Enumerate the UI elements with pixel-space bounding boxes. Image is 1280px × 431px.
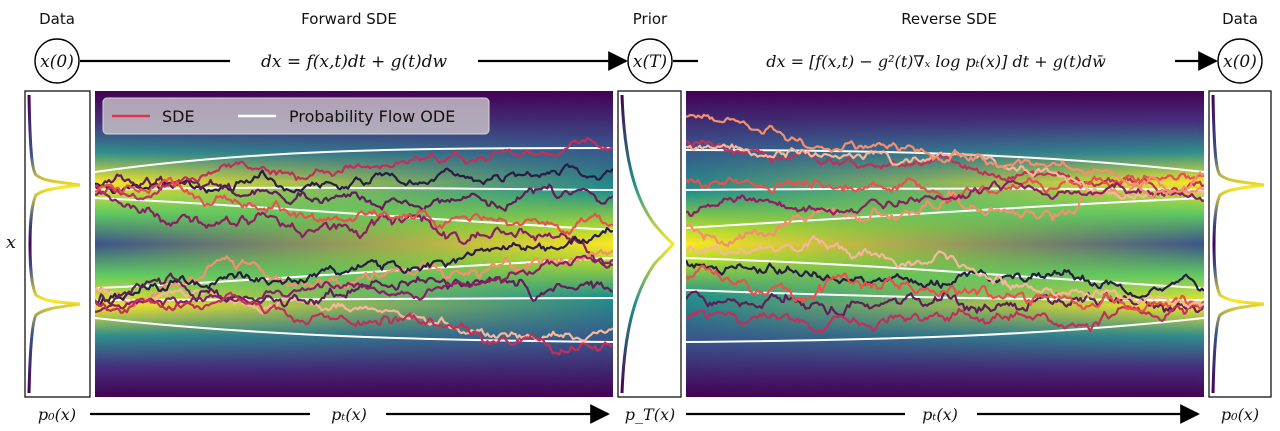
axis-x-label: x [6, 232, 16, 253]
sde-sample-path [95, 176, 613, 236]
node-x0-left-label: x(0) [40, 52, 74, 72]
bottom-p0-right: p₀(x) [1221, 405, 1259, 424]
reverse-sde-paths [686, 113, 1204, 335]
data-density-curve-left [27, 94, 81, 394]
sde-sample-path [95, 254, 613, 313]
legend-box [102, 97, 490, 135]
reverse-sde-equation: dx = [f(x,t) − g²(t)∇ₓ log pₜ(x)] dt + g… [766, 52, 1106, 71]
sde-sample-path [686, 179, 1204, 217]
node-xT-label: x(T) [633, 52, 667, 72]
sde-sample-path [95, 248, 613, 308]
legend-ode-label: Probability Flow ODE [289, 107, 455, 126]
sde-sample-path [686, 143, 1204, 201]
header-data-right: Data [1222, 10, 1258, 28]
legend: SDE Probability Flow ODE [102, 97, 490, 135]
header-reverse-sde: Reverse SDE [901, 10, 997, 28]
header-forward-sde: Forward SDE [301, 10, 397, 28]
sde-sample-path [686, 259, 1204, 299]
sde-sample-path [95, 287, 613, 342]
bottom-pt-right: pₜ(x) [922, 405, 958, 424]
reverse-sde-heatmap [686, 91, 1204, 397]
forward-sde-paths [95, 137, 613, 356]
data-density-panel-left [24, 90, 91, 398]
legend-sde-label: SDE [162, 107, 195, 126]
node-xT: x(T) [627, 38, 673, 84]
bottom-pT: p_T(x) [625, 405, 675, 424]
data-density-panel-right [1208, 90, 1272, 398]
node-x0-left: x(0) [34, 38, 80, 84]
sde-sample-path [95, 272, 613, 308]
header-data-left: Data [39, 10, 75, 28]
forward-sde-equation: dx = f(x,t)dt + g(t)dw [261, 52, 448, 72]
data-density-curve-right [1211, 94, 1265, 394]
node-x0-right: x(0) [1217, 38, 1263, 84]
sde-sample-path [95, 227, 613, 307]
sde-sample-path [686, 303, 1204, 335]
sde-sample-path [686, 113, 1204, 199]
sde-sample-path [95, 137, 613, 201]
bottom-pt-left: pₜ(x) [331, 405, 367, 424]
prior-density-panel [617, 90, 682, 398]
sde-sample-path [686, 264, 1204, 313]
sde-sample-path [95, 291, 613, 356]
sde-sample-path [686, 234, 1204, 309]
header-prior: Prior [633, 10, 668, 28]
node-x0-right-label: x(0) [1223, 52, 1257, 72]
forward-sde-heatmap [95, 91, 613, 397]
prior-density-curve [620, 94, 676, 394]
sde-sample-path [95, 190, 613, 269]
bottom-p0-left: p₀(x) [38, 405, 76, 424]
